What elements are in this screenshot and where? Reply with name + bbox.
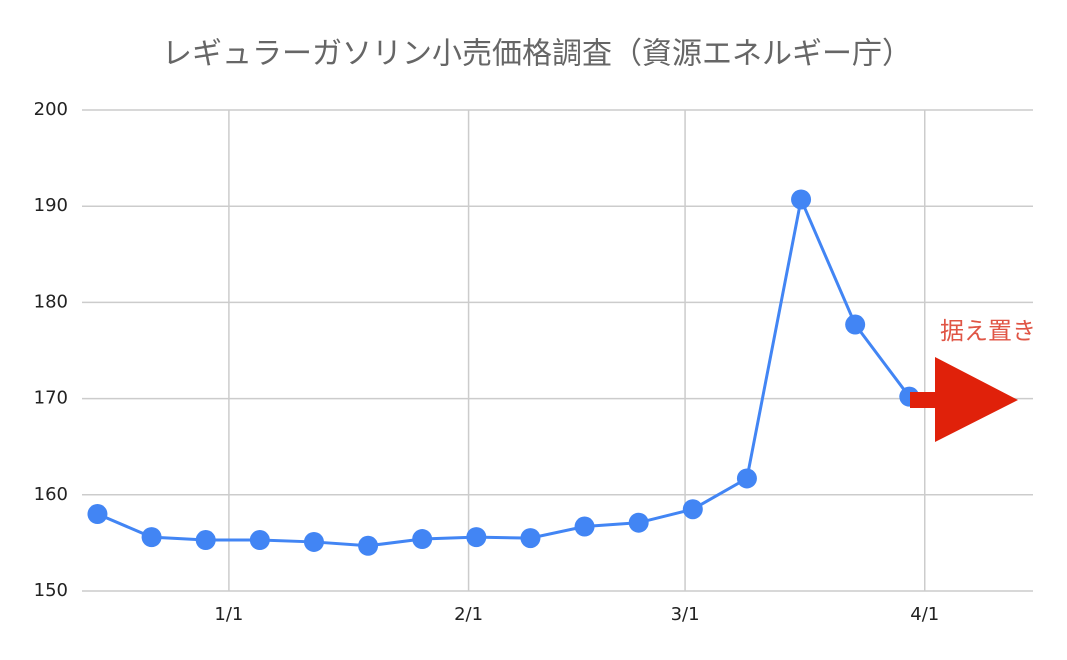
chart-title: レギュラーガソリン小売価格調査（資源エネルギー庁） [162, 37, 912, 72]
x-tick-label: 2/1 [454, 604, 483, 625]
data-point [628, 512, 649, 533]
data-point [736, 468, 757, 489]
data-point [412, 529, 433, 550]
x-tick-label: 4/1 [910, 604, 939, 625]
data-point [845, 314, 866, 335]
y-tick-label: 160 [34, 484, 68, 505]
data-point [791, 189, 812, 210]
y-tick-label: 190 [34, 195, 68, 216]
series-line [96, 194, 911, 548]
data-point [249, 530, 270, 551]
plot: 150 160 170 180 190 200 1/1 2/1 3/1 4/1 [34, 99, 1033, 625]
y-tick-label: 150 [34, 580, 68, 601]
data-point [520, 528, 541, 549]
y-tick-label: 170 [34, 388, 68, 409]
data-point [195, 530, 216, 551]
data-point [87, 504, 108, 525]
y-tick-label: 200 [34, 99, 68, 120]
x-tick-label: 3/1 [671, 604, 700, 625]
data-point [358, 535, 379, 556]
y-tick-label: 180 [34, 291, 68, 312]
data-point [303, 531, 324, 552]
x-tick-label: 1/1 [214, 604, 243, 625]
data-point [466, 527, 487, 548]
arrow [910, 357, 1018, 442]
data-point [682, 499, 703, 520]
annotation: 据え置き [940, 317, 1036, 345]
data-point [574, 516, 595, 537]
data-point [141, 527, 162, 548]
